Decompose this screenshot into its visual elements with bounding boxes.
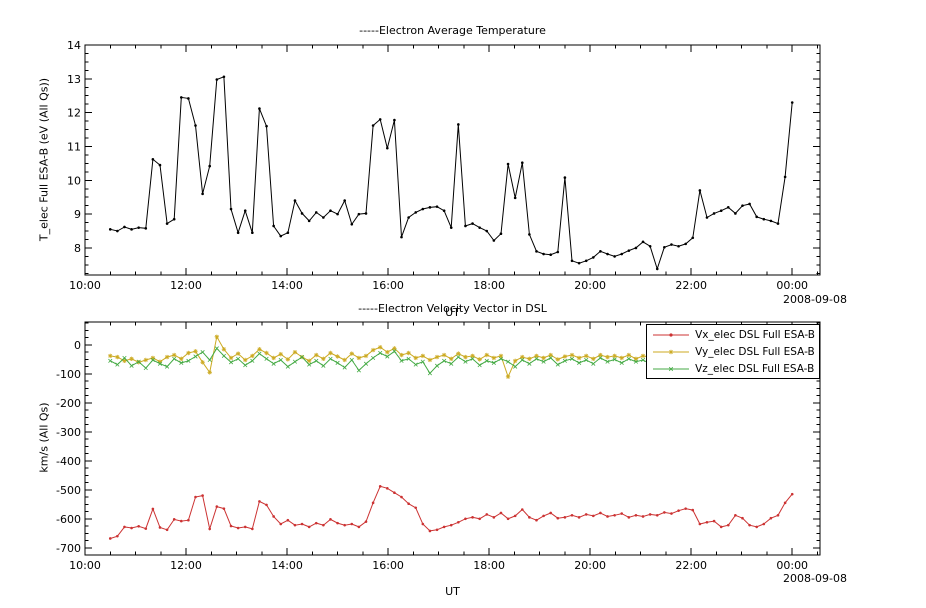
svg-text:00:00: 00:00 [776, 559, 808, 572]
legend-label-vy: Vy_elec DSL Full ESA-B [695, 345, 815, 358]
svg-text:18:00: 18:00 [473, 559, 505, 572]
legend-item-vx: Vx_elec DSL Full ESA-B [651, 326, 815, 343]
svg-text:-100: -100 [56, 368, 81, 381]
svg-text:12:00: 12:00 [170, 559, 202, 572]
svg-text:0: 0 [74, 339, 81, 352]
vy-line-sample-icon [653, 349, 690, 354]
svg-text:11: 11 [67, 140, 81, 153]
svg-text:20:00: 20:00 [574, 559, 606, 572]
legend-label-vz: Vz_elec DSL Full ESA-B [695, 362, 815, 375]
svg-text:-500: -500 [56, 484, 81, 497]
svg-text:14:00: 14:00 [271, 559, 303, 572]
top-date-label: 2008-09-08 [783, 293, 847, 306]
bottom-x-axis-label: UT [445, 585, 460, 598]
bottom-date-label: 2008-09-08 [783, 572, 847, 585]
legend-box: Vx_elec DSL Full ESA-B Vy_elec DSL Full … [646, 324, 820, 379]
svg-text:10:00: 10:00 [69, 279, 101, 292]
svg-text:9: 9 [74, 208, 81, 221]
vz-line-sample-icon [653, 366, 690, 371]
svg-text:-700: -700 [56, 542, 81, 555]
legend-item-vz: Vz_elec DSL Full ESA-B [651, 360, 815, 377]
svg-text:-300: -300 [56, 426, 81, 439]
svg-text:10:00: 10:00 [69, 559, 101, 572]
vx-line-sample-icon [653, 332, 690, 337]
svg-text:14: 14 [67, 39, 81, 52]
svg-text:16:00: 16:00 [372, 279, 404, 292]
svg-text:-200: -200 [56, 397, 81, 410]
svg-text:12:00: 12:00 [170, 279, 202, 292]
svg-text:12: 12 [67, 107, 81, 120]
svg-text:14:00: 14:00 [271, 279, 303, 292]
svg-text:00:00: 00:00 [776, 279, 808, 292]
top-chart-title: -----Electron Average Temperature [359, 24, 546, 37]
bottom-chart-title: -----Electron Velocity Vector in DSL [358, 302, 547, 315]
legend-item-vy: Vy_elec DSL Full ESA-B [651, 343, 815, 360]
svg-text:20:00: 20:00 [574, 279, 606, 292]
legend-label-vx: Vx_elec DSL Full ESA-B [695, 328, 815, 341]
svg-text:-400: -400 [56, 455, 81, 468]
top-y-axis-label: T_elec Full ESA-B (eV (All Qs)) [37, 77, 51, 242]
svg-text:8: 8 [74, 242, 81, 255]
svg-text:22:00: 22:00 [675, 279, 707, 292]
svg-text:22:00: 22:00 [675, 559, 707, 572]
svg-text:16:00: 16:00 [372, 559, 404, 572]
svg-text:10: 10 [67, 174, 81, 187]
bottom-y-axis-label: km/s (All Qs) [37, 402, 51, 473]
svg-text:-600: -600 [56, 513, 81, 526]
svg-text:18:00: 18:00 [473, 279, 505, 292]
top-x-axis-label: UT [445, 306, 460, 319]
svg-text:13: 13 [67, 73, 81, 86]
